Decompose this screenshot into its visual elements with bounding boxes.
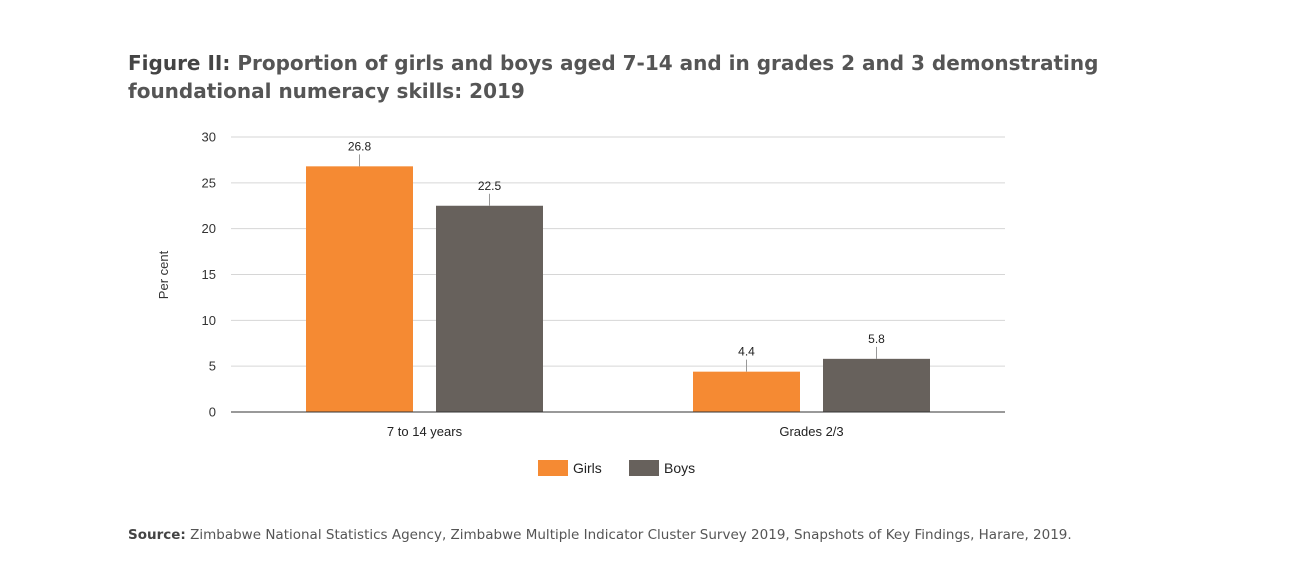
- legend-label: Boys: [664, 460, 695, 476]
- y-tick-label: 25: [202, 175, 216, 190]
- data-label: 26.8: [348, 139, 372, 153]
- bars: [306, 166, 930, 412]
- y-axis-label: Per cent: [156, 250, 171, 299]
- bar: [436, 205, 543, 412]
- y-tick-label: 20: [202, 221, 216, 236]
- legend-label: Girls: [573, 460, 602, 476]
- data-labels: 26.8 22.5 4.4 5.8: [348, 139, 885, 372]
- y-tick-label: 10: [202, 313, 216, 328]
- bar-chart: 0 5 10 15 20 25 30 Per cent 26.8 22.5 4.4 5.8 7 t…: [156, 130, 1005, 476]
- data-label: 22.5: [478, 179, 502, 193]
- y-axis-tick-labels: 0 5 10 15 20 25 30: [202, 130, 216, 420]
- y-tick-label: 5: [209, 359, 216, 374]
- legend: Girls Boys: [538, 460, 695, 476]
- bar: [306, 166, 413, 412]
- source-note: Source: Zimbabwe National Statistics Age…: [128, 527, 1228, 543]
- figure-title-label: Figure II:: [128, 51, 231, 75]
- source-label: Source:: [128, 527, 186, 543]
- data-label: 5.8: [868, 332, 885, 346]
- legend-swatch: [538, 460, 568, 476]
- bar: [693, 371, 800, 412]
- figure-title-text: Proportion of girls and boys aged 7-14 a…: [128, 51, 1099, 103]
- y-tick-label: 0: [209, 405, 216, 420]
- source-text: Zimbabwe National Statistics Agency, Zim…: [190, 527, 1072, 543]
- figure-title: Figure II: Proportion of girls and boys …: [128, 49, 1128, 105]
- y-tick-label: 15: [202, 267, 216, 282]
- data-label: 4.4: [738, 345, 755, 359]
- bar: [823, 358, 930, 412]
- x-axis-tick-labels: 7 to 14 years Grades 2/3: [387, 424, 844, 439]
- x-tick-label: Grades 2/3: [779, 424, 843, 439]
- x-tick-label: 7 to 14 years: [387, 424, 463, 439]
- legend-swatch: [629, 460, 659, 476]
- y-tick-label: 30: [202, 130, 216, 145]
